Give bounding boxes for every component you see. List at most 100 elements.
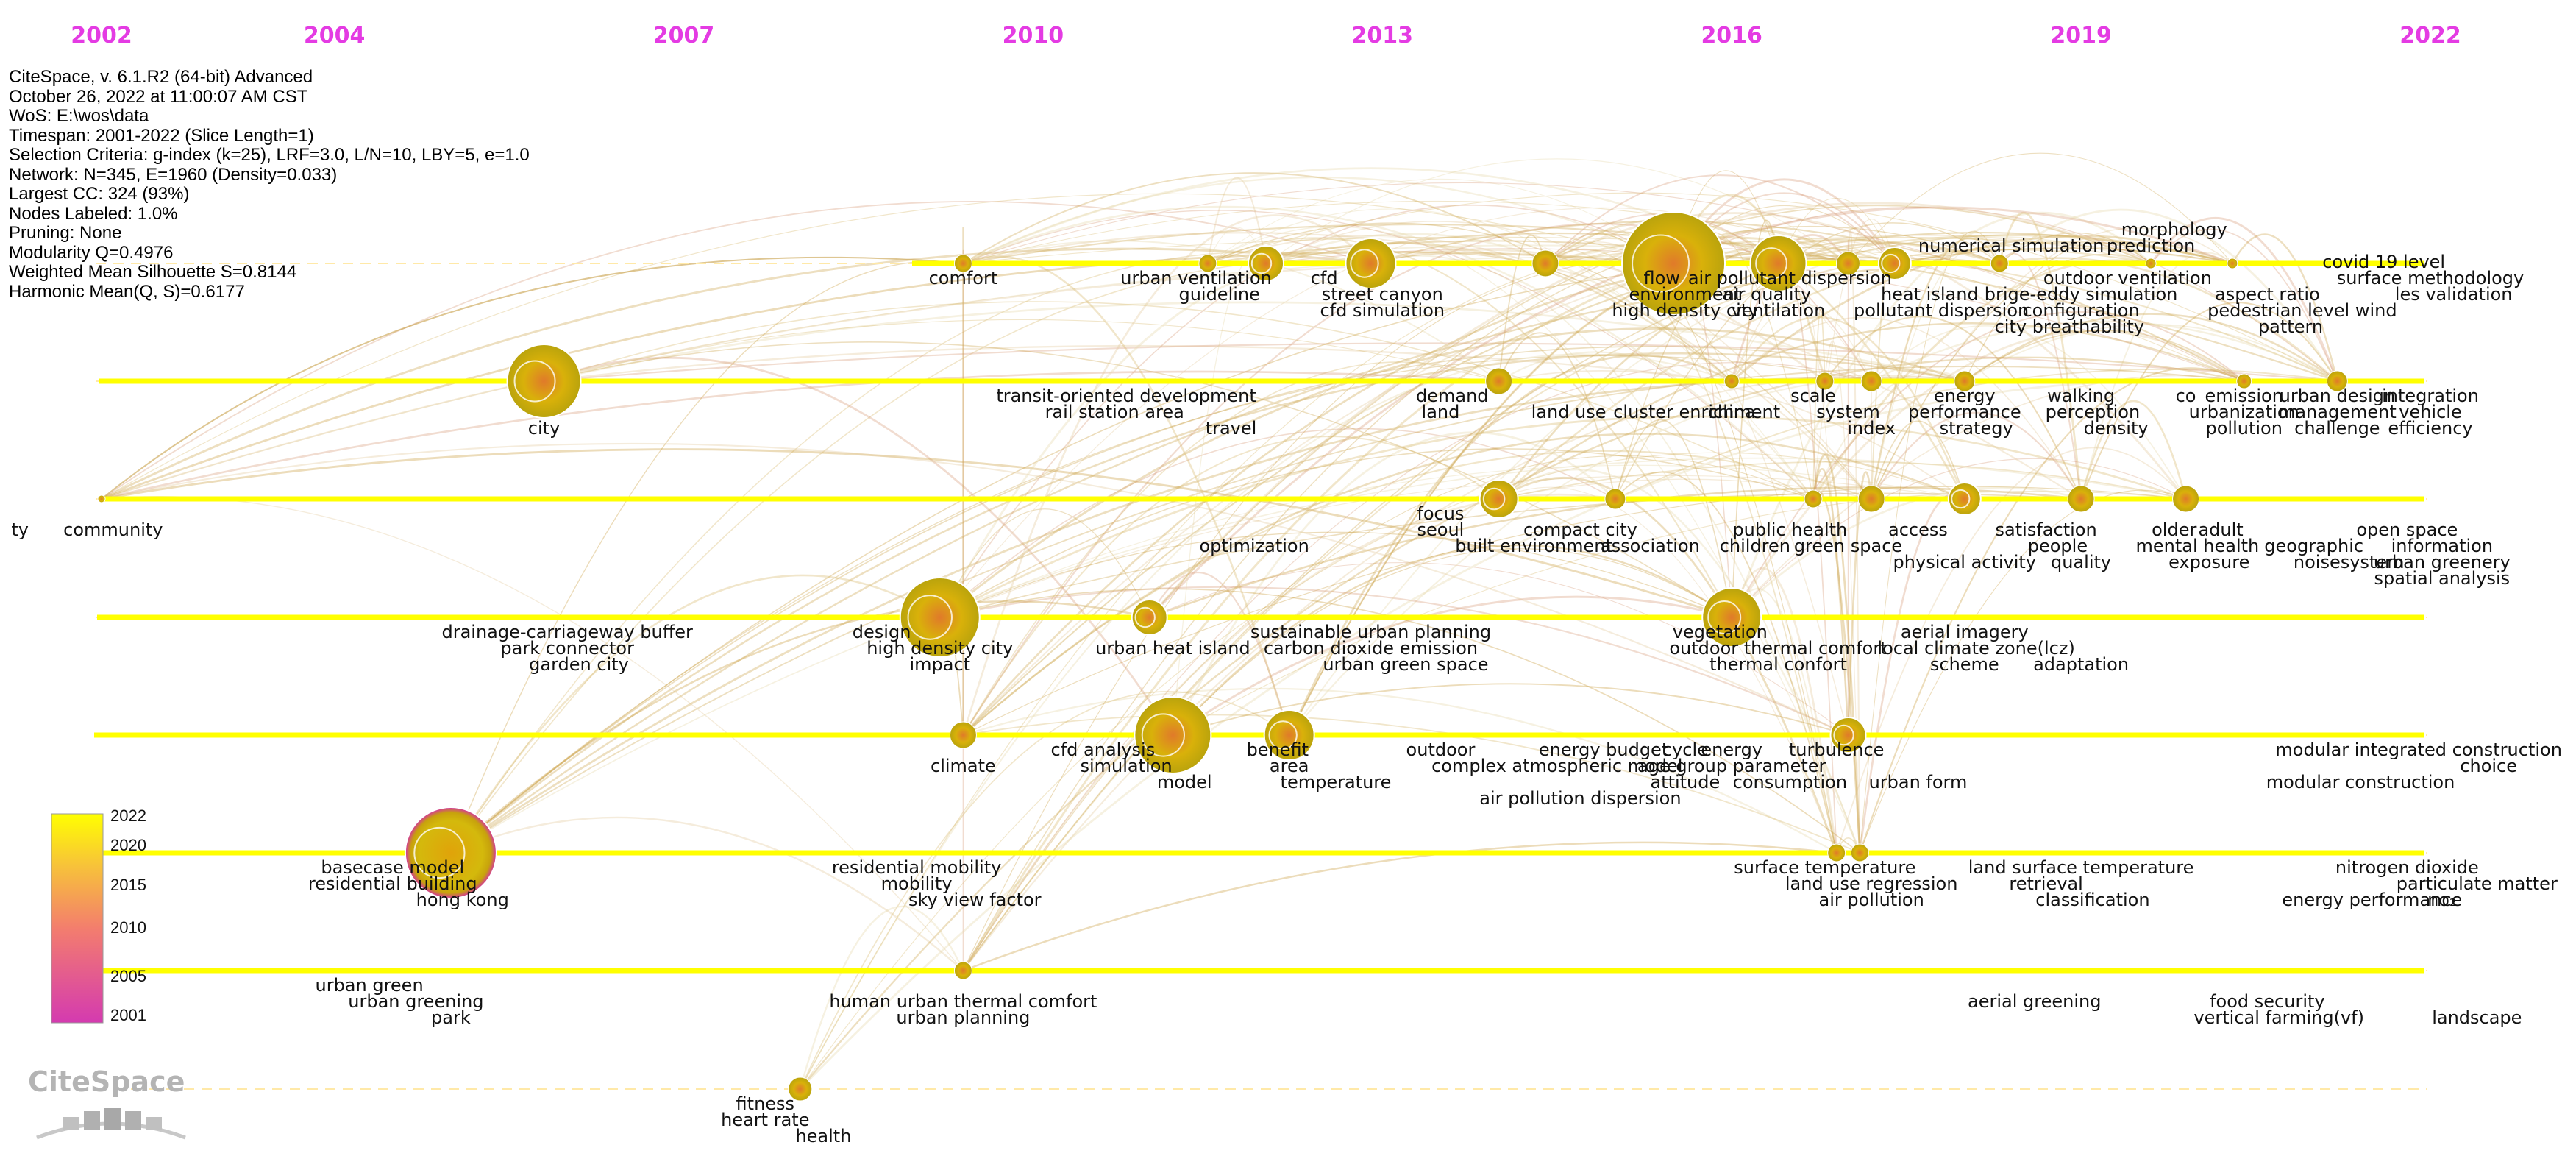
keyword-node-ring xyxy=(1350,249,1379,278)
co-occurrence-edge xyxy=(1207,237,1733,618)
co-occurrence-edge xyxy=(544,301,1814,500)
co-occurrence-edge xyxy=(963,182,2244,382)
legend-label: 2001 xyxy=(110,1006,146,1024)
year-label: 2022 xyxy=(2399,23,2461,49)
co-occurrence-edge xyxy=(1964,313,2338,383)
co-occurrence-edge xyxy=(450,352,1965,854)
co-occurrence-edge xyxy=(962,841,1837,972)
keyword-label: local climate zone(lcz) xyxy=(1877,638,2074,659)
keyword-label: mobility xyxy=(881,873,953,894)
keyword-label: sustainable urban planning xyxy=(1250,622,1491,642)
keyword-node-ring xyxy=(413,826,466,879)
year-label: 2013 xyxy=(1352,23,1414,49)
keyword-label: efficiency xyxy=(2388,418,2472,439)
keyword-label: land surface temperature xyxy=(1968,857,2194,878)
keyword-label: land use regression xyxy=(1785,873,1958,894)
co-occurrence-edge xyxy=(1731,458,2186,618)
co-occurrence-edge xyxy=(1731,486,2082,618)
keyword-label: high density city xyxy=(1612,300,1758,321)
info-line: Largest CC: 324 (93%) xyxy=(9,184,190,204)
keyword-label: pollution xyxy=(2206,418,2283,439)
keyword-label: scheme xyxy=(1930,654,1999,675)
keyword-label: turbulence xyxy=(1789,740,1885,760)
co-occurrence-edge xyxy=(101,251,1674,500)
co-occurrence-edge xyxy=(799,905,964,1090)
co-occurrence-edge xyxy=(939,531,1732,618)
keyword-label: complex atmospheric model xyxy=(1431,756,1682,776)
co-occurrence-edge xyxy=(1824,316,2082,500)
co-occurrence-edge xyxy=(1545,219,1965,500)
keyword-label: system xyxy=(1816,402,1880,422)
co-occurrence-edge xyxy=(450,600,1150,854)
co-occurrence-edge xyxy=(1894,247,2233,264)
co-occurrence-edge xyxy=(2150,228,2338,382)
keyword-node-ring xyxy=(1134,606,1156,628)
keyword-label: modular integrated construction xyxy=(2275,740,2562,760)
co-occurrence-edge xyxy=(1207,208,1814,500)
keyword-label: vehicle xyxy=(2399,402,2461,422)
co-occurrence-edge xyxy=(1731,302,1872,382)
co-occurrence-edge xyxy=(1847,230,1861,854)
co-occurrence-edge xyxy=(1615,222,2000,500)
keyword-label: urban greenery xyxy=(2374,552,2511,572)
co-occurrence-edge xyxy=(1498,476,1837,854)
co-occurrence-edge xyxy=(962,450,1872,736)
co-occurrence-edge xyxy=(1778,197,1896,264)
co-occurrence-edge xyxy=(1812,308,1826,500)
keyword-label: density xyxy=(2084,418,2149,439)
keyword-node-ring xyxy=(1951,489,1971,509)
keyword-label: benefit xyxy=(1247,740,1309,760)
keyword-label: access xyxy=(1888,520,1948,540)
keyword-label: aerial imagery xyxy=(1901,622,2029,642)
keyword-label: co xyxy=(2176,386,2196,406)
keyword-label: drainage-carriageway buffer xyxy=(441,622,693,642)
co-occurrence-edge xyxy=(1730,330,2245,618)
co-occurrence-edge xyxy=(1964,241,2152,382)
keyword-label: air quality xyxy=(1722,284,1811,305)
co-occurrence-edge xyxy=(962,255,1290,736)
keyword-label: land xyxy=(1422,402,1460,422)
keyword-node xyxy=(949,721,977,749)
keyword-node-ring xyxy=(907,595,953,640)
co-occurrence-edge xyxy=(963,200,2244,382)
keyword-label: travel xyxy=(1206,418,1257,439)
co-occurrence-edge xyxy=(1545,248,1837,854)
keyword-node xyxy=(1485,367,1513,395)
co-occurrence-edge xyxy=(1859,230,2000,854)
co-occurrence-edge xyxy=(962,455,1814,971)
keyword-label: impact xyxy=(909,654,970,675)
co-occurrence-edge xyxy=(963,231,2233,736)
keyword-label: pattern xyxy=(2258,316,2323,337)
info-line: WoS: E:\wos\data xyxy=(9,106,149,126)
co-occurrence-edge xyxy=(962,374,1965,971)
keyword-node xyxy=(1604,488,1626,510)
co-occurrence-edge xyxy=(939,508,1150,618)
keyword-label: health xyxy=(795,1126,851,1146)
keyword-label: walking xyxy=(2047,386,2115,406)
keyword-node-ring xyxy=(513,360,556,403)
keyword-node-ring xyxy=(1881,253,1901,274)
keyword-label: ty xyxy=(11,520,29,540)
co-occurrence-edge xyxy=(962,361,1872,971)
keyword-label: thermal confort xyxy=(1709,654,1847,675)
co-occurrence-edge xyxy=(450,251,1371,854)
co-occurrence-edge xyxy=(939,428,1616,618)
keyword-label: brige-eddy simulation xyxy=(1985,284,2178,305)
co-occurrence-edge xyxy=(939,475,1965,618)
year-label: 2007 xyxy=(653,23,715,49)
co-occurrence-edge xyxy=(1173,683,1849,736)
keyword-label: flow xyxy=(1644,268,1680,288)
co-occurrence-edge xyxy=(1615,368,2338,500)
keyword-label: open space xyxy=(2356,520,2458,540)
keyword-label: classification xyxy=(2035,890,2149,910)
co-occurrence-edge xyxy=(450,816,964,971)
co-occurrence-edge xyxy=(1545,213,1872,382)
node-layer xyxy=(97,211,2348,1102)
co-occurrence-edge xyxy=(1172,431,1616,736)
keyword-label: china xyxy=(1708,402,1756,422)
info-line: Selection Criteria: g-index (k=25), LRF=… xyxy=(9,145,530,165)
keyword-node xyxy=(1345,238,1397,289)
keyword-label: attitude xyxy=(1650,772,1720,792)
co-occurrence-edge xyxy=(1288,354,1732,736)
keyword-label: public health xyxy=(1732,520,1847,540)
